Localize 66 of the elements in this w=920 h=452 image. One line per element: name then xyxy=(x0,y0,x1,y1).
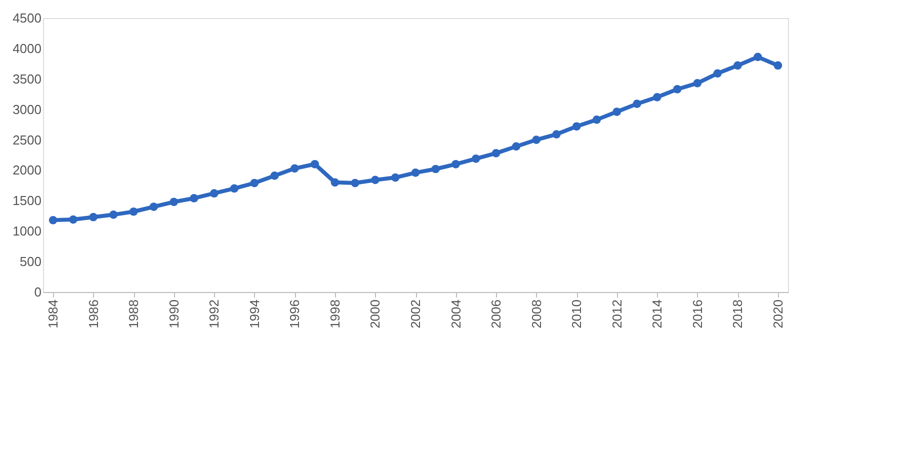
point xyxy=(552,130,561,138)
x-tick-label: 2004 xyxy=(448,300,464,328)
x-tick-label: 1992 xyxy=(206,300,222,328)
point xyxy=(290,164,299,173)
x-tick-label: 1988 xyxy=(126,300,142,328)
point xyxy=(371,176,380,184)
point xyxy=(673,85,682,94)
point xyxy=(492,149,500,158)
x-tick-label: 2010 xyxy=(569,300,584,328)
point xyxy=(431,164,440,174)
point xyxy=(411,168,420,177)
x-tick-label: 2016 xyxy=(690,300,705,328)
y-tick-label: 2500 xyxy=(12,132,42,148)
point xyxy=(632,100,642,108)
x-tick-label: 1996 xyxy=(287,300,302,328)
point xyxy=(270,172,279,180)
point xyxy=(512,142,520,151)
y-tick-label: 3000 xyxy=(12,102,42,117)
point xyxy=(652,92,662,102)
y-tick-label: 1000 xyxy=(12,224,42,239)
x-tick-label: 2012 xyxy=(609,300,624,328)
y-tick-label: 4000 xyxy=(12,40,42,56)
point xyxy=(190,194,198,202)
y-tick-label: 500 xyxy=(20,254,42,270)
x-tick-label: 2014 xyxy=(650,300,665,328)
x-tick-label: 2008 xyxy=(528,300,544,328)
point xyxy=(774,61,782,70)
point xyxy=(150,202,158,211)
point xyxy=(170,198,178,206)
point xyxy=(48,216,58,224)
x-tick-label: 1990 xyxy=(166,300,182,328)
point xyxy=(532,136,540,144)
x-tick-label: 2006 xyxy=(488,300,504,328)
point xyxy=(592,116,601,124)
x-tick-label: 2000 xyxy=(368,300,383,328)
point xyxy=(733,61,742,70)
y-tick-label: 1500 xyxy=(12,193,42,208)
x-tick-label: 1984 xyxy=(46,300,61,328)
x-tick-label: 1998 xyxy=(327,300,342,328)
point xyxy=(109,210,118,219)
y-tick-label: 0 xyxy=(34,284,42,300)
y-tick-label: 3500 xyxy=(12,71,42,86)
x-tick-label: 2018 xyxy=(730,300,746,328)
point xyxy=(350,178,360,188)
point xyxy=(330,178,340,187)
x-tick-label: 2002 xyxy=(408,300,423,328)
point xyxy=(250,178,259,188)
point xyxy=(572,122,581,131)
point xyxy=(472,154,480,163)
point xyxy=(693,78,702,88)
x-tick-label: 1986 xyxy=(86,300,101,328)
y-tick-label: 2000 xyxy=(12,162,42,178)
y-tick-label: 4500 xyxy=(12,10,42,26)
point xyxy=(754,52,762,62)
point xyxy=(310,160,320,168)
x-tick-label: 1994 xyxy=(246,300,262,328)
point xyxy=(210,189,218,198)
x-tick-label: 2020 xyxy=(770,300,786,328)
point xyxy=(89,212,98,222)
point xyxy=(129,207,138,216)
point xyxy=(69,215,78,224)
point xyxy=(391,173,400,182)
point xyxy=(452,160,460,168)
point xyxy=(612,108,622,116)
point xyxy=(230,184,238,193)
point xyxy=(713,69,722,78)
